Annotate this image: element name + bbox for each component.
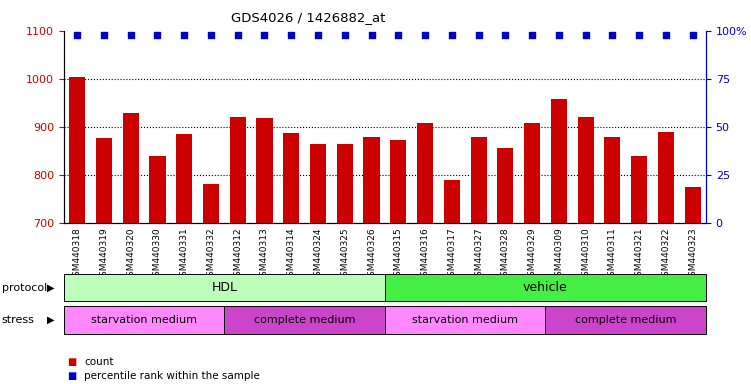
Point — [152, 31, 164, 38]
Point — [580, 31, 592, 38]
Bar — [96, 138, 112, 384]
Bar — [310, 144, 326, 384]
Text: starvation medium: starvation medium — [412, 315, 518, 325]
Text: ■: ■ — [68, 371, 77, 381]
Point — [366, 31, 378, 38]
Point — [553, 31, 565, 38]
Text: ■: ■ — [68, 357, 77, 367]
Point — [446, 31, 458, 38]
Bar — [363, 137, 379, 384]
Bar — [176, 134, 192, 384]
Bar — [230, 117, 246, 384]
Point — [606, 31, 618, 38]
Bar — [470, 137, 487, 384]
Text: stress: stress — [2, 315, 35, 325]
Point — [526, 31, 538, 38]
Bar — [391, 140, 406, 384]
Bar — [122, 113, 139, 384]
Point — [232, 31, 244, 38]
Point — [312, 31, 324, 38]
Point — [98, 31, 110, 38]
Bar — [149, 157, 165, 384]
Point — [419, 31, 431, 38]
Text: ▶: ▶ — [47, 283, 55, 293]
Point — [339, 31, 351, 38]
Text: complete medium: complete medium — [575, 315, 677, 325]
Bar — [417, 123, 433, 384]
Bar — [685, 187, 701, 384]
Bar — [658, 132, 674, 384]
Bar — [69, 77, 86, 384]
Bar — [497, 148, 514, 384]
Bar — [550, 99, 567, 384]
Text: count: count — [84, 357, 113, 367]
Point — [285, 31, 297, 38]
Text: ▶: ▶ — [47, 315, 55, 325]
Point — [633, 31, 645, 38]
Point — [258, 31, 270, 38]
Text: starvation medium: starvation medium — [91, 315, 197, 325]
Bar — [631, 157, 647, 384]
Point — [125, 31, 137, 38]
Point — [686, 31, 698, 38]
Point — [178, 31, 190, 38]
Bar — [283, 134, 299, 384]
Text: HDL: HDL — [211, 281, 237, 294]
Point — [499, 31, 511, 38]
Point — [660, 31, 672, 38]
Text: complete medium: complete medium — [254, 315, 355, 325]
Bar — [203, 184, 219, 384]
Text: protocol: protocol — [2, 283, 47, 293]
Bar — [578, 117, 593, 384]
Bar — [524, 123, 540, 384]
Bar — [605, 137, 620, 384]
Text: percentile rank within the sample: percentile rank within the sample — [84, 371, 260, 381]
Text: GDS4026 / 1426882_at: GDS4026 / 1426882_at — [231, 12, 385, 25]
Point — [392, 31, 404, 38]
Bar — [336, 144, 353, 384]
Point — [472, 31, 484, 38]
Bar — [444, 180, 460, 384]
Point — [71, 31, 83, 38]
Bar — [257, 118, 273, 384]
Point — [205, 31, 217, 38]
Text: vehicle: vehicle — [523, 281, 568, 294]
